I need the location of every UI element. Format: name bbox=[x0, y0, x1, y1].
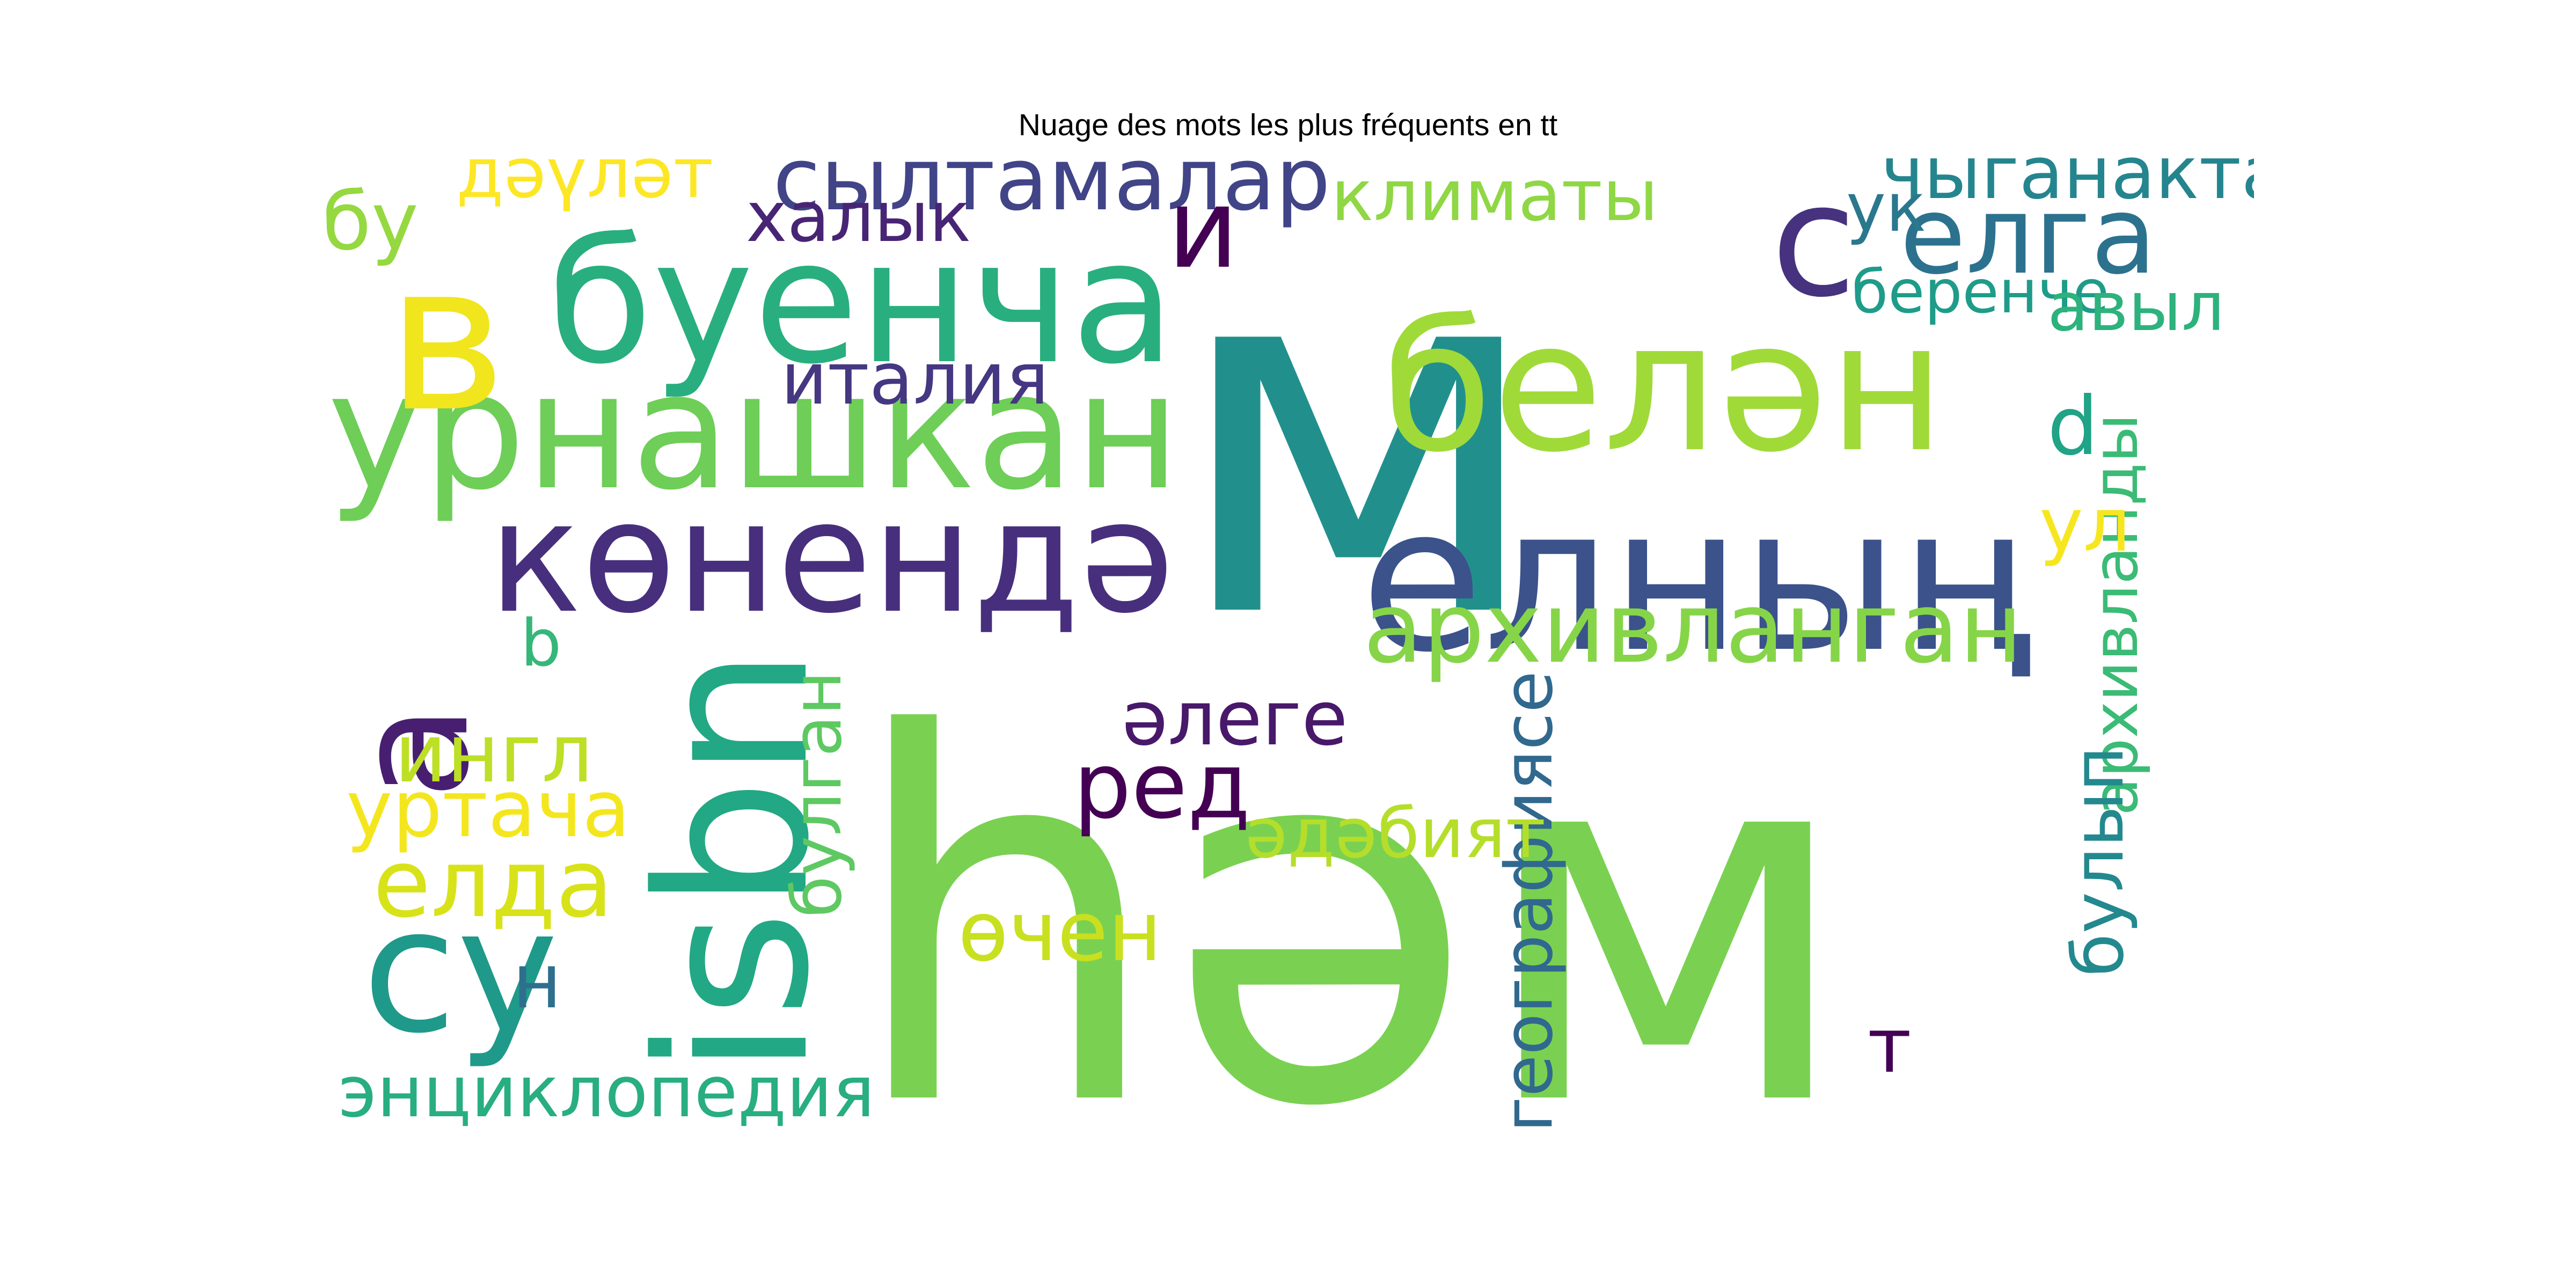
word-d: d bbox=[2047, 380, 2099, 473]
word-buencha: буенча bbox=[547, 203, 1176, 401]
word-ingl: ингл bbox=[394, 707, 594, 801]
word-chyganaktan: чыганактан bbox=[1881, 131, 2254, 215]
word-b: b bbox=[521, 606, 562, 681]
word-cloud: һәм м буенча урнашкан көнендә белән елны… bbox=[322, 129, 2254, 1159]
word-ochen: өчен bbox=[958, 884, 1162, 980]
word-m: м bbox=[1170, 147, 1547, 728]
word-t: т bbox=[1868, 1002, 1912, 1090]
word-adabiyat: әдәбият bbox=[1245, 794, 1546, 874]
word-daulat: дәүләт bbox=[456, 134, 714, 214]
word-i: и bbox=[1167, 165, 1239, 293]
word-klimaty: климаты bbox=[1331, 155, 1659, 237]
word-berenche: беренче bbox=[1851, 258, 2110, 327]
word-s: с bbox=[1771, 151, 1857, 332]
word-elda: елда bbox=[373, 830, 613, 939]
word-su: су bbox=[362, 872, 559, 1071]
word-avyl: авыл bbox=[2047, 268, 2225, 346]
word-uk: ук bbox=[1846, 169, 1927, 247]
word-ul: ул bbox=[2039, 482, 2131, 568]
word-v: в bbox=[386, 219, 507, 457]
word-ham: һәм bbox=[845, 629, 1856, 1160]
word-syltamalar: сылтамалар bbox=[773, 129, 1331, 230]
word-geografiyase: географиясе bbox=[1489, 671, 1568, 1132]
word-elga: елга bbox=[1900, 173, 2157, 298]
word-belan: белән bbox=[1382, 283, 1946, 492]
word-alege: әлеге bbox=[1122, 675, 1348, 763]
word-n: н bbox=[513, 938, 562, 1026]
word-urtacha: уртача bbox=[346, 764, 631, 855]
word-bulgan: булган bbox=[778, 670, 857, 918]
word-enciklopediya: энциклопедия bbox=[338, 1051, 875, 1133]
chart-title: Nuage des mots les plus fréquents en tt bbox=[1018, 108, 1558, 142]
word-konenda: көнендә bbox=[488, 467, 1175, 647]
word-arhivlangan: архивланган bbox=[1363, 572, 2023, 685]
word-elnyn: елның bbox=[1360, 464, 2031, 696]
word-bu: бу bbox=[322, 175, 419, 268]
word-red: ред bbox=[1073, 733, 1251, 839]
word-bulyp: булып bbox=[2058, 745, 2139, 977]
word-italiya: италия bbox=[781, 337, 1049, 421]
word-urnashkan: урнашкан bbox=[327, 338, 1181, 526]
word-halyk: халык bbox=[746, 177, 971, 258]
